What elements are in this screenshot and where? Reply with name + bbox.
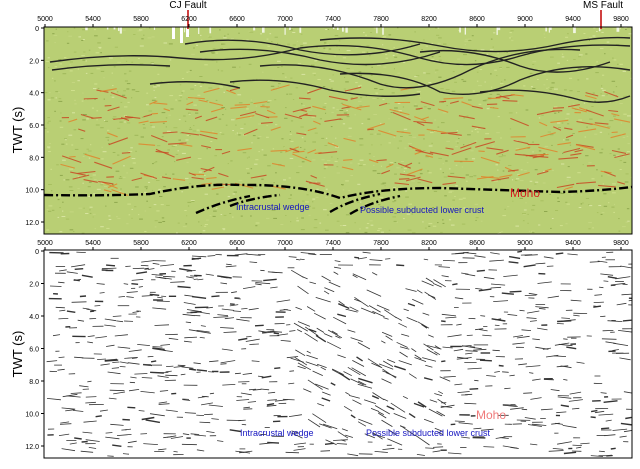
bottom-x-tick-label: 9400 — [565, 240, 581, 247]
bottom-panel-frame — [43, 249, 633, 459]
top-panel: Moho Intracrustal wedge Possible subduct… — [43, 10, 633, 235]
top-x-tick-label: 8600 — [469, 16, 485, 23]
bottom-y-tick-label: 10.0 — [25, 412, 39, 419]
bottom-x-tick-label: 5000 — [37, 240, 53, 247]
top-x-tick-label: 7400 — [325, 16, 341, 23]
top-y-tick-label: 8.0 — [29, 155, 39, 162]
bottom-y-tick-label: 8.0 — [29, 379, 39, 386]
bottom-x-tick-label: 9000 — [517, 240, 533, 247]
top-wedge-label: Intracrustal wedge — [236, 202, 310, 212]
bottom-x-tick-label: 5800 — [133, 240, 149, 247]
bottom-x-tick-label: 7400 — [325, 240, 341, 247]
top-x-tick-label: 9000 — [517, 16, 533, 23]
ms-fault-label: MS Fault — [583, 0, 623, 11]
bottom-wedge-label: Intracrustal wedge — [240, 428, 314, 438]
top-y-tick-label: 0 — [35, 26, 39, 33]
bottom-x-tick-label: 6200 — [181, 240, 197, 247]
axes-group: 5000 5400 5800 6200 6600 7000 7400 7800 8200 8600… — [25, 16, 629, 451]
top-x-tick-label: 9400 — [565, 16, 581, 23]
top-y-tick-label: 4.0 — [29, 91, 39, 98]
bottom-x-tick-label: 9800 — [613, 240, 629, 247]
top-x-tick-label: 7800 — [373, 16, 389, 23]
top-panel-frame — [43, 26, 633, 235]
top-y-axis-title: TWT (s) — [10, 107, 25, 154]
top-moho-reflector — [44, 183, 632, 216]
bottom-reflector-strokes — [46, 250, 632, 457]
top-x-tick-label: 8200 — [421, 16, 437, 23]
cj-fault-label: CJ Fault — [169, 0, 206, 11]
bottom-y-tick-label: 2.0 — [29, 282, 39, 289]
bottom-y-tick-label: 12.0 — [25, 444, 39, 451]
top-x-tick-label: 6600 — [229, 16, 245, 23]
top-x-tick-label: 5800 — [133, 16, 149, 23]
top-x-tick-label: 7000 — [277, 16, 293, 23]
bottom-y-tick-label: 6.0 — [29, 347, 39, 354]
bottom-x-tick-label: 7000 — [277, 240, 293, 247]
bottom-x-tick-label: 8600 — [469, 240, 485, 247]
bottom-y-axis-title: TWT (s) — [10, 331, 25, 378]
bottom-moho-label: Moho — [476, 408, 506, 422]
top-x-tick-label: 5400 — [85, 16, 101, 23]
top-y-tick-label: 10.0 — [25, 188, 39, 195]
top-dark-reflectors — [49, 36, 631, 103]
bottom-x-tick-label: 6600 — [229, 240, 245, 247]
top-crust-label: Possible subducted lower crust — [360, 205, 485, 215]
top-y-tick-label: 6.0 — [29, 123, 39, 130]
bottom-x-tick-label: 5400 — [85, 240, 101, 247]
bottom-x-tick-label: 8200 — [421, 240, 437, 247]
top-red-reflections — [60, 84, 631, 197]
bottom-x-tick-label: 7800 — [373, 240, 389, 247]
top-x-tick-label: 9800 — [613, 16, 629, 23]
bottom-panel: Moho Intracrustal wedge Possible subduct… — [43, 249, 633, 459]
top-seismic-texture — [44, 27, 632, 234]
top-moho-label: Moho — [510, 186, 540, 200]
bottom-panel-background — [44, 250, 632, 458]
top-y-tick-label: 2.0 — [29, 58, 39, 65]
top-x-tick-label: 5000 — [37, 16, 53, 23]
bottom-crust-label: Possible subducted lower crust — [366, 428, 491, 438]
top-panel-background — [44, 27, 632, 234]
top-y-tick-label: 12.0 — [25, 220, 39, 227]
bottom-y-tick-label: 4.0 — [29, 314, 39, 321]
bottom-y-tick-label: 0 — [35, 249, 39, 256]
top-x-tick-label: 6200 — [181, 16, 197, 23]
